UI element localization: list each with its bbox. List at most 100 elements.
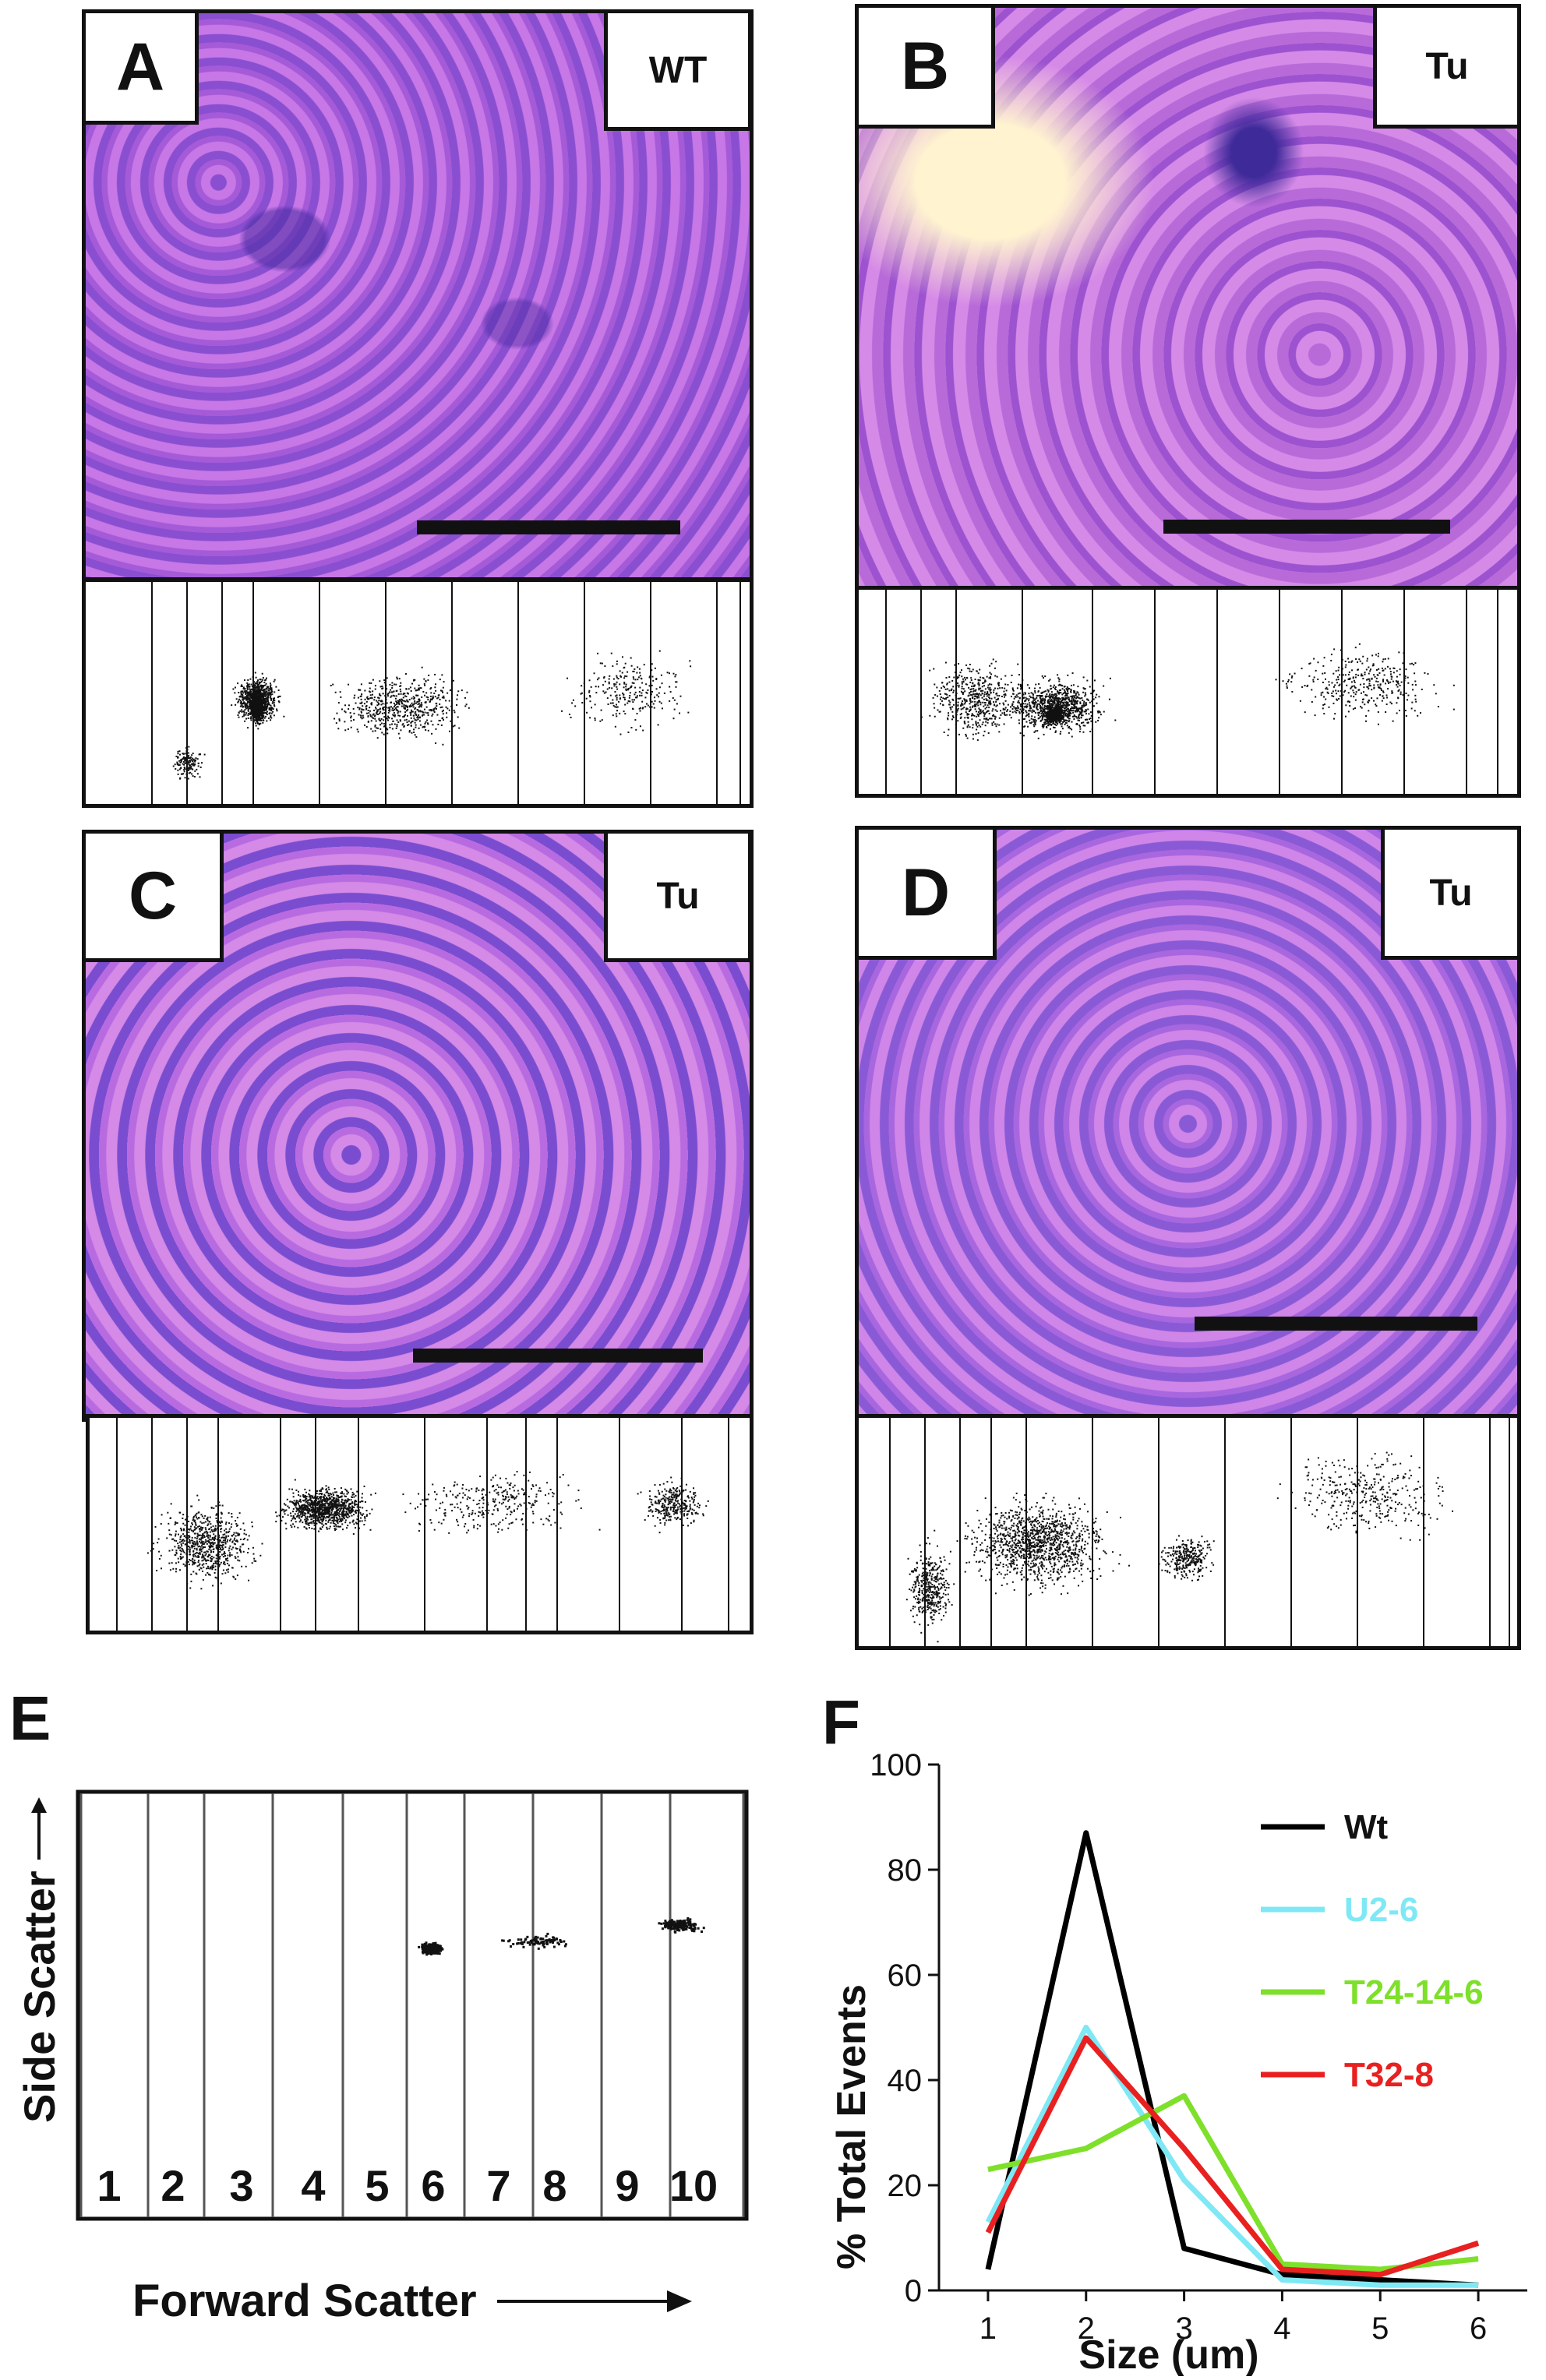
event-dot [1072, 684, 1075, 686]
event-dot [200, 762, 203, 764]
event-dot [984, 688, 987, 690]
event-dot [1049, 728, 1051, 730]
event-dot [397, 712, 399, 714]
event-dot [250, 716, 252, 718]
event-dot [1365, 715, 1368, 718]
event-dot [982, 701, 984, 703]
event-dot [634, 719, 637, 721]
event-dot [262, 702, 264, 704]
event-dot [1072, 711, 1075, 714]
event-dot [1071, 707, 1073, 710]
event-dot [427, 729, 429, 732]
event-dot [1007, 709, 1009, 711]
event-dot [1075, 697, 1078, 700]
event-dot [644, 696, 647, 699]
event-dot [429, 709, 431, 711]
event-dot [1011, 696, 1013, 698]
event-dot [589, 717, 591, 719]
event-dot [397, 700, 399, 702]
event-dot [189, 771, 192, 774]
event-dot [185, 766, 188, 768]
event-dot [951, 679, 954, 682]
event-dot [408, 724, 410, 726]
event-dot [641, 694, 643, 696]
event-dot [1060, 706, 1062, 708]
event-dot [1065, 721, 1068, 724]
event-dot [258, 724, 260, 726]
event-dot [944, 693, 946, 695]
event-dot [1032, 697, 1035, 700]
event-dot [1068, 713, 1071, 715]
event-dot [973, 704, 976, 707]
event-dot [325, 1485, 327, 1487]
event-dot [581, 702, 584, 704]
event-dot [1377, 655, 1379, 658]
event-dot [1034, 690, 1036, 693]
event-dot [949, 707, 951, 709]
event-dot [386, 677, 388, 679]
event-dot [1060, 718, 1062, 720]
event-dot [1067, 687, 1069, 689]
event-dot [1287, 680, 1290, 682]
event-dot [1338, 684, 1340, 686]
event-dot [266, 714, 268, 716]
event-dot [978, 707, 980, 710]
event-dot [1071, 697, 1073, 700]
event-dot [416, 717, 418, 719]
event-dot [947, 688, 949, 690]
event-dot [404, 673, 407, 675]
event-dot [1082, 721, 1085, 724]
event-dot [376, 700, 378, 702]
event-dot [465, 703, 468, 706]
event-dot [316, 1510, 319, 1512]
event-dot [1045, 705, 1047, 707]
event-dot [390, 691, 393, 693]
event-dot [1092, 690, 1094, 693]
event-dot [291, 1488, 294, 1490]
event-dot [961, 703, 963, 705]
event-dot [1054, 705, 1057, 707]
event-dot [966, 683, 969, 686]
event-dot [1024, 692, 1026, 694]
event-dot [259, 689, 261, 692]
event-dot [434, 696, 436, 698]
event-dot [990, 697, 993, 700]
event-dot [381, 688, 383, 690]
event-dot [1043, 725, 1045, 728]
event-dot [971, 694, 973, 696]
event-dot [647, 689, 649, 691]
event-dot [1065, 702, 1068, 704]
event-dot [625, 683, 627, 686]
event-dot [1057, 710, 1060, 712]
event-dot [1018, 710, 1021, 713]
event-dot [1032, 696, 1034, 699]
event-dot [1011, 707, 1014, 710]
event-dot [1036, 703, 1038, 706]
event-dot [185, 750, 188, 753]
event-dot [266, 704, 269, 707]
event-dot [589, 700, 591, 703]
event-dot [1389, 673, 1392, 675]
event-dot [594, 703, 596, 706]
event-dot [177, 753, 179, 755]
event-dot [1414, 680, 1417, 682]
event-dot [960, 690, 962, 693]
event-dot [266, 697, 269, 700]
event-dot [1348, 661, 1350, 663]
event-dot [1368, 680, 1371, 682]
event-dot [1032, 701, 1035, 703]
event-dot [1081, 696, 1083, 699]
event-dot [253, 681, 256, 683]
event-dot [359, 696, 362, 698]
event-dot [1057, 714, 1059, 716]
event-dot [1368, 710, 1370, 712]
event-dot [263, 691, 265, 693]
event-dot [259, 703, 262, 706]
event-dot [968, 694, 970, 696]
event-dot [1061, 723, 1063, 725]
event-dot [1353, 692, 1355, 694]
event-dot [1047, 724, 1050, 726]
event-dot [959, 672, 962, 674]
event-dot [1074, 690, 1076, 693]
event-dot [265, 713, 267, 715]
